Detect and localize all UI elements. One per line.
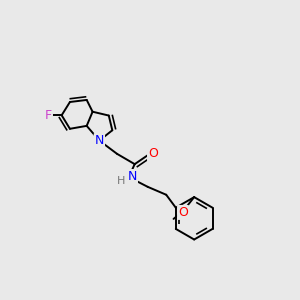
Text: N: N bbox=[95, 134, 104, 147]
Text: O: O bbox=[178, 206, 188, 219]
Text: O: O bbox=[148, 147, 158, 160]
Text: F: F bbox=[45, 109, 52, 122]
Text: H: H bbox=[117, 176, 125, 186]
Text: N: N bbox=[128, 170, 137, 183]
